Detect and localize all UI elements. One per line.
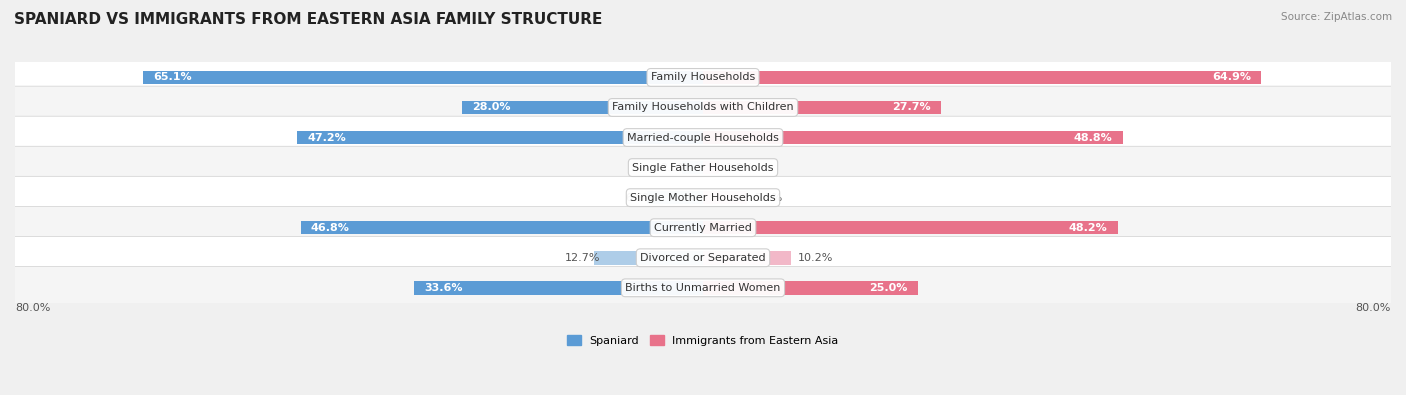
- Bar: [703, 191, 747, 205]
- Bar: [413, 281, 703, 295]
- Bar: [682, 161, 703, 174]
- Text: 47.2%: 47.2%: [308, 133, 346, 143]
- Text: 6.5%: 6.5%: [626, 193, 654, 203]
- FancyBboxPatch shape: [8, 86, 1398, 129]
- Bar: [297, 131, 703, 144]
- Bar: [301, 221, 703, 235]
- Text: 10.2%: 10.2%: [797, 253, 832, 263]
- Text: Source: ZipAtlas.com: Source: ZipAtlas.com: [1281, 12, 1392, 22]
- Bar: [703, 131, 1122, 144]
- Bar: [703, 281, 918, 295]
- FancyBboxPatch shape: [8, 237, 1398, 279]
- Text: 80.0%: 80.0%: [1355, 303, 1391, 313]
- Text: Births to Unmarried Women: Births to Unmarried Women: [626, 283, 780, 293]
- Text: SPANIARD VS IMMIGRANTS FROM EASTERN ASIA FAMILY STRUCTURE: SPANIARD VS IMMIGRANTS FROM EASTERN ASIA…: [14, 12, 602, 27]
- Bar: [143, 71, 703, 84]
- Bar: [703, 71, 1261, 84]
- Text: Single Mother Households: Single Mother Households: [630, 193, 776, 203]
- Bar: [703, 161, 720, 174]
- FancyBboxPatch shape: [8, 267, 1398, 309]
- Text: Family Households with Children: Family Households with Children: [612, 102, 794, 113]
- Text: 28.0%: 28.0%: [472, 102, 510, 113]
- Text: Family Households: Family Households: [651, 72, 755, 83]
- FancyBboxPatch shape: [8, 206, 1398, 249]
- FancyBboxPatch shape: [8, 116, 1398, 159]
- Text: 27.7%: 27.7%: [893, 102, 931, 113]
- Text: 65.1%: 65.1%: [153, 72, 193, 83]
- Text: 5.1%: 5.1%: [754, 193, 782, 203]
- Text: 25.0%: 25.0%: [869, 283, 908, 293]
- Text: 80.0%: 80.0%: [15, 303, 51, 313]
- Bar: [647, 191, 703, 205]
- Bar: [703, 251, 790, 265]
- FancyBboxPatch shape: [8, 146, 1398, 189]
- Text: 46.8%: 46.8%: [311, 223, 350, 233]
- Text: 48.2%: 48.2%: [1069, 223, 1107, 233]
- Text: 33.6%: 33.6%: [425, 283, 463, 293]
- FancyBboxPatch shape: [8, 176, 1398, 219]
- Text: Currently Married: Currently Married: [654, 223, 752, 233]
- Text: Married-couple Households: Married-couple Households: [627, 133, 779, 143]
- Bar: [703, 221, 1118, 235]
- Text: 1.9%: 1.9%: [727, 163, 755, 173]
- Text: Divorced or Separated: Divorced or Separated: [640, 253, 766, 263]
- Bar: [593, 251, 703, 265]
- Legend: Spaniard, Immigrants from Eastern Asia: Spaniard, Immigrants from Eastern Asia: [562, 331, 844, 350]
- Text: 64.9%: 64.9%: [1212, 72, 1251, 83]
- Text: 12.7%: 12.7%: [565, 253, 600, 263]
- Bar: [703, 101, 941, 114]
- Bar: [463, 101, 703, 114]
- Text: 48.8%: 48.8%: [1074, 133, 1112, 143]
- FancyBboxPatch shape: [8, 56, 1398, 99]
- Text: Single Father Households: Single Father Households: [633, 163, 773, 173]
- Text: 2.5%: 2.5%: [659, 163, 689, 173]
